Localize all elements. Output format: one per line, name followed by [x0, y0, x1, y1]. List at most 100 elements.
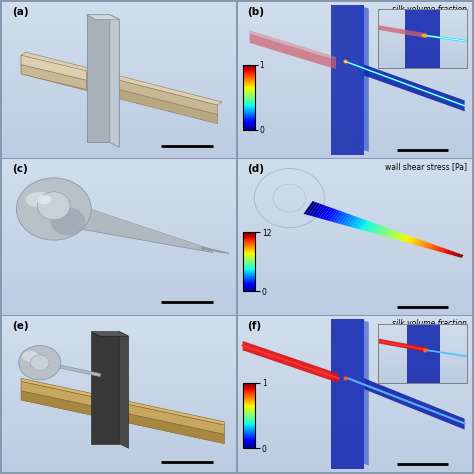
Polygon shape	[406, 236, 413, 243]
Polygon shape	[367, 223, 375, 232]
Polygon shape	[430, 245, 436, 250]
Polygon shape	[419, 241, 426, 247]
Polygon shape	[110, 15, 119, 147]
Polygon shape	[348, 217, 358, 227]
Text: (e): (e)	[12, 321, 28, 331]
Polygon shape	[346, 216, 356, 226]
Polygon shape	[456, 254, 461, 257]
Polygon shape	[435, 246, 441, 251]
Polygon shape	[428, 244, 433, 249]
Polygon shape	[317, 206, 328, 218]
Polygon shape	[243, 341, 338, 383]
Polygon shape	[306, 202, 318, 215]
Ellipse shape	[26, 192, 54, 208]
Polygon shape	[86, 15, 110, 142]
Polygon shape	[21, 52, 222, 105]
Polygon shape	[359, 319, 369, 465]
Polygon shape	[364, 222, 373, 231]
Polygon shape	[319, 207, 330, 219]
Text: wall shear stress [Pa]: wall shear stress [Pa]	[385, 162, 467, 171]
Polygon shape	[374, 226, 383, 234]
Polygon shape	[454, 253, 458, 256]
Polygon shape	[250, 30, 336, 60]
Polygon shape	[364, 64, 465, 111]
Polygon shape	[331, 6, 364, 155]
Polygon shape	[201, 246, 229, 254]
Polygon shape	[446, 250, 451, 254]
Polygon shape	[311, 204, 323, 217]
Polygon shape	[391, 231, 398, 239]
Polygon shape	[417, 240, 423, 246]
Ellipse shape	[50, 208, 85, 236]
Polygon shape	[250, 34, 336, 69]
Polygon shape	[383, 228, 391, 237]
Polygon shape	[86, 15, 119, 19]
Ellipse shape	[37, 195, 52, 204]
Polygon shape	[385, 229, 393, 237]
Polygon shape	[393, 232, 401, 239]
Text: (a): (a)	[12, 7, 28, 17]
Ellipse shape	[37, 192, 70, 220]
Polygon shape	[86, 15, 119, 19]
Polygon shape	[309, 203, 320, 216]
Polygon shape	[396, 233, 403, 240]
Polygon shape	[388, 230, 396, 238]
Polygon shape	[110, 15, 119, 147]
Polygon shape	[325, 209, 335, 220]
Text: (d): (d)	[247, 164, 264, 174]
Polygon shape	[369, 224, 378, 233]
Polygon shape	[359, 6, 369, 152]
Polygon shape	[332, 211, 343, 223]
Polygon shape	[327, 209, 338, 221]
Polygon shape	[401, 235, 408, 242]
Polygon shape	[21, 55, 218, 114]
Polygon shape	[343, 215, 353, 226]
Polygon shape	[433, 245, 438, 251]
Polygon shape	[351, 218, 360, 228]
Polygon shape	[303, 201, 315, 215]
Ellipse shape	[22, 351, 38, 362]
Polygon shape	[21, 64, 86, 90]
Text: silk volume fraction: silk volume fraction	[392, 319, 467, 328]
Polygon shape	[362, 221, 371, 231]
Polygon shape	[414, 239, 421, 246]
Polygon shape	[119, 332, 128, 448]
Polygon shape	[330, 210, 340, 222]
Polygon shape	[380, 227, 388, 236]
Polygon shape	[425, 243, 431, 248]
Text: (b): (b)	[247, 7, 264, 17]
Text: silk volume fraction: silk volume fraction	[392, 6, 467, 15]
Polygon shape	[409, 237, 416, 244]
Polygon shape	[91, 332, 128, 336]
Polygon shape	[459, 254, 464, 258]
Polygon shape	[411, 238, 418, 245]
Polygon shape	[451, 252, 456, 255]
Polygon shape	[440, 248, 446, 253]
Polygon shape	[372, 225, 381, 234]
Polygon shape	[364, 378, 465, 429]
Polygon shape	[49, 363, 100, 377]
Polygon shape	[377, 227, 385, 235]
Polygon shape	[314, 205, 325, 218]
Polygon shape	[86, 15, 110, 142]
Polygon shape	[21, 55, 86, 80]
Text: (c): (c)	[12, 164, 27, 174]
Polygon shape	[443, 249, 448, 254]
Ellipse shape	[19, 346, 61, 380]
Polygon shape	[422, 242, 428, 247]
Polygon shape	[404, 236, 410, 243]
Polygon shape	[91, 332, 119, 444]
Polygon shape	[21, 382, 224, 434]
Polygon shape	[21, 64, 218, 124]
Polygon shape	[338, 213, 348, 224]
Text: (f): (f)	[247, 321, 261, 331]
Polygon shape	[73, 203, 213, 253]
Polygon shape	[356, 219, 365, 229]
Polygon shape	[340, 214, 350, 225]
Polygon shape	[359, 220, 368, 230]
Polygon shape	[21, 378, 224, 425]
Ellipse shape	[17, 178, 91, 240]
Ellipse shape	[30, 355, 49, 371]
Polygon shape	[448, 251, 454, 255]
Polygon shape	[73, 201, 213, 249]
